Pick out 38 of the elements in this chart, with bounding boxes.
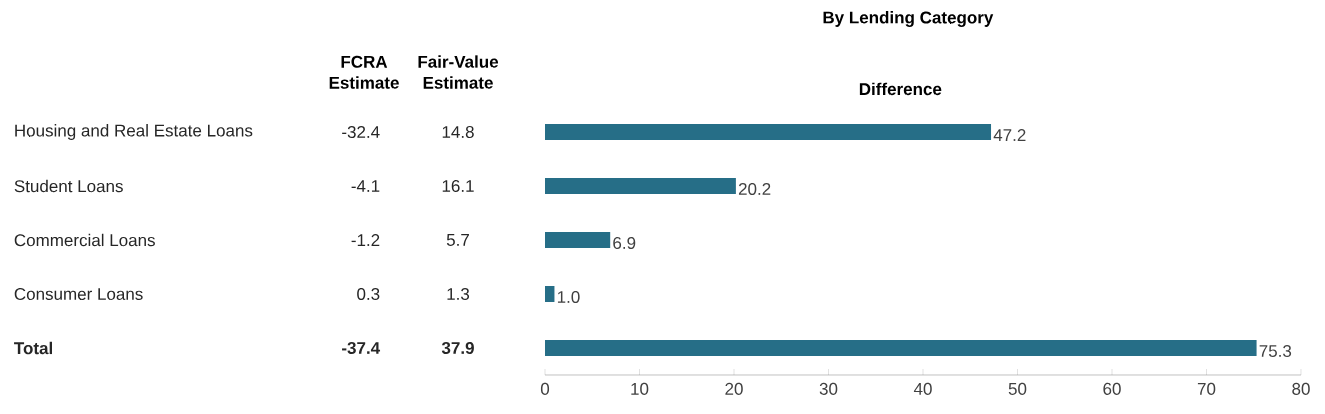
x-tick-label: 70 (1197, 382, 1216, 395)
data-label: 1.3 (447, 287, 470, 301)
data-label: 0.3 (357, 287, 380, 301)
text: Fair-Value Estimate (418, 55, 499, 89)
x-tick-label: 20 (725, 382, 743, 395)
x-tick-label: 80 (1292, 382, 1310, 395)
data-label: -32.4 (342, 125, 380, 139)
data-label: -37.4 (342, 341, 381, 355)
category-label: Consumer Loans (14, 287, 143, 301)
data-label: 16.1 (442, 179, 474, 193)
data-label: 1.0 (557, 290, 580, 304)
bar (545, 231, 611, 248)
x-tick-label: 60 (1103, 382, 1121, 395)
data-label: 6.9 (613, 236, 636, 250)
series-label: Difference (859, 82, 942, 96)
bar (545, 285, 555, 302)
x-tick-label: 40 (913, 382, 932, 395)
bar (545, 339, 1257, 356)
text: FCRA Estimate (329, 55, 399, 89)
data-label: 20.2 (738, 182, 771, 196)
bar (545, 123, 992, 140)
category-label: Total (14, 341, 53, 355)
x-tick-label: 50 (1008, 382, 1027, 395)
x-tick-label: 10 (631, 382, 649, 395)
chart-title: By Lending Category (823, 11, 994, 27)
x-tick-label: 0 (540, 382, 550, 395)
category-label: Housing and Real Estate Loans (15, 124, 253, 140)
category-label: Commercial Loans (14, 233, 155, 247)
data-label: 14.8 (442, 125, 474, 139)
data-label: 75.3 (1259, 344, 1292, 358)
data-label: -1.2 (351, 234, 380, 246)
x-tick-label: 30 (819, 382, 838, 395)
data-label: 47.2 (993, 129, 1026, 141)
bar (545, 178, 736, 194)
data-label: -4.1 (351, 180, 380, 192)
category-label: Student Loans (14, 179, 123, 193)
data-label: 37.9 (441, 341, 474, 355)
data-label: 5.7 (446, 234, 469, 246)
